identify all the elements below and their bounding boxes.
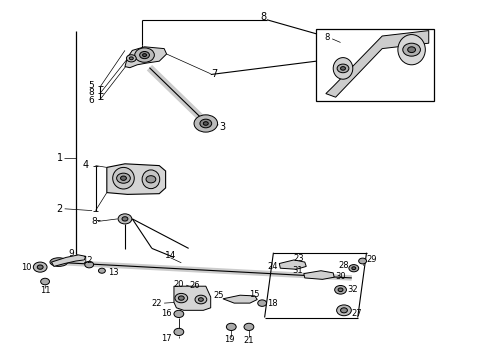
Text: 14: 14 (165, 251, 176, 260)
Text: 1: 1 (56, 153, 63, 163)
Circle shape (143, 54, 147, 57)
Circle shape (408, 47, 416, 53)
Circle shape (198, 298, 203, 301)
Text: 8: 8 (261, 12, 267, 22)
Circle shape (37, 265, 43, 269)
Text: 8: 8 (88, 89, 94, 98)
Circle shape (98, 268, 105, 273)
Text: 2: 2 (56, 204, 63, 214)
Text: 19: 19 (224, 335, 235, 343)
Ellipse shape (50, 258, 68, 266)
Polygon shape (304, 271, 334, 279)
Text: 31: 31 (292, 266, 303, 275)
Circle shape (117, 173, 130, 183)
Polygon shape (107, 164, 166, 194)
Polygon shape (174, 286, 211, 310)
Ellipse shape (398, 35, 425, 65)
Circle shape (135, 48, 154, 62)
Text: 29: 29 (367, 256, 377, 264)
Circle shape (175, 293, 188, 303)
Polygon shape (125, 47, 167, 68)
Text: 30: 30 (336, 272, 346, 281)
Circle shape (129, 57, 133, 60)
Circle shape (338, 288, 343, 292)
Circle shape (85, 261, 94, 268)
Circle shape (195, 295, 207, 304)
Text: 5: 5 (88, 81, 94, 90)
Text: 4: 4 (83, 160, 89, 170)
Text: 32: 32 (347, 285, 358, 294)
Text: 18: 18 (267, 299, 278, 307)
Text: 13: 13 (108, 269, 119, 277)
Circle shape (121, 176, 126, 180)
Circle shape (178, 296, 184, 300)
Circle shape (352, 267, 356, 270)
Text: 23: 23 (293, 254, 304, 263)
Circle shape (349, 265, 359, 272)
Circle shape (118, 214, 132, 224)
Text: 9: 9 (69, 249, 74, 258)
Circle shape (174, 310, 184, 318)
Circle shape (122, 217, 128, 221)
Text: 16: 16 (161, 310, 171, 319)
Text: 28: 28 (338, 261, 349, 270)
Circle shape (244, 323, 254, 330)
Text: 20: 20 (173, 280, 184, 289)
Circle shape (33, 262, 47, 272)
Circle shape (341, 67, 345, 70)
Text: 17: 17 (161, 334, 171, 343)
Circle shape (341, 308, 347, 313)
Text: 27: 27 (352, 309, 363, 318)
Circle shape (403, 43, 420, 56)
Ellipse shape (113, 167, 134, 189)
Circle shape (194, 115, 218, 132)
Ellipse shape (333, 58, 353, 79)
Text: 21: 21 (244, 336, 254, 345)
Text: 24: 24 (268, 262, 278, 271)
Text: 6: 6 (88, 96, 94, 105)
Bar (316, 29, 434, 101)
Circle shape (335, 285, 346, 294)
Text: 25: 25 (213, 292, 223, 300)
Text: 3: 3 (220, 122, 225, 132)
Text: 26: 26 (189, 281, 200, 289)
Circle shape (140, 51, 149, 59)
Text: 7: 7 (212, 69, 218, 79)
Text: 15: 15 (249, 290, 259, 299)
Polygon shape (223, 295, 257, 303)
Circle shape (174, 328, 184, 336)
Text: 12: 12 (82, 256, 93, 265)
Ellipse shape (142, 170, 160, 189)
Circle shape (337, 64, 349, 73)
Circle shape (203, 122, 208, 125)
Circle shape (126, 55, 136, 62)
Circle shape (146, 176, 156, 183)
Text: 8: 8 (91, 217, 97, 226)
Text: 11: 11 (40, 287, 50, 295)
Text: 8: 8 (325, 33, 330, 42)
Circle shape (337, 305, 351, 316)
Circle shape (41, 278, 49, 285)
Circle shape (226, 323, 236, 330)
Polygon shape (51, 255, 86, 266)
Circle shape (359, 258, 367, 264)
Circle shape (200, 119, 212, 128)
Polygon shape (326, 31, 429, 97)
Text: 22: 22 (151, 299, 162, 307)
Polygon shape (279, 260, 306, 269)
Circle shape (258, 300, 267, 306)
Text: 10: 10 (22, 263, 32, 272)
